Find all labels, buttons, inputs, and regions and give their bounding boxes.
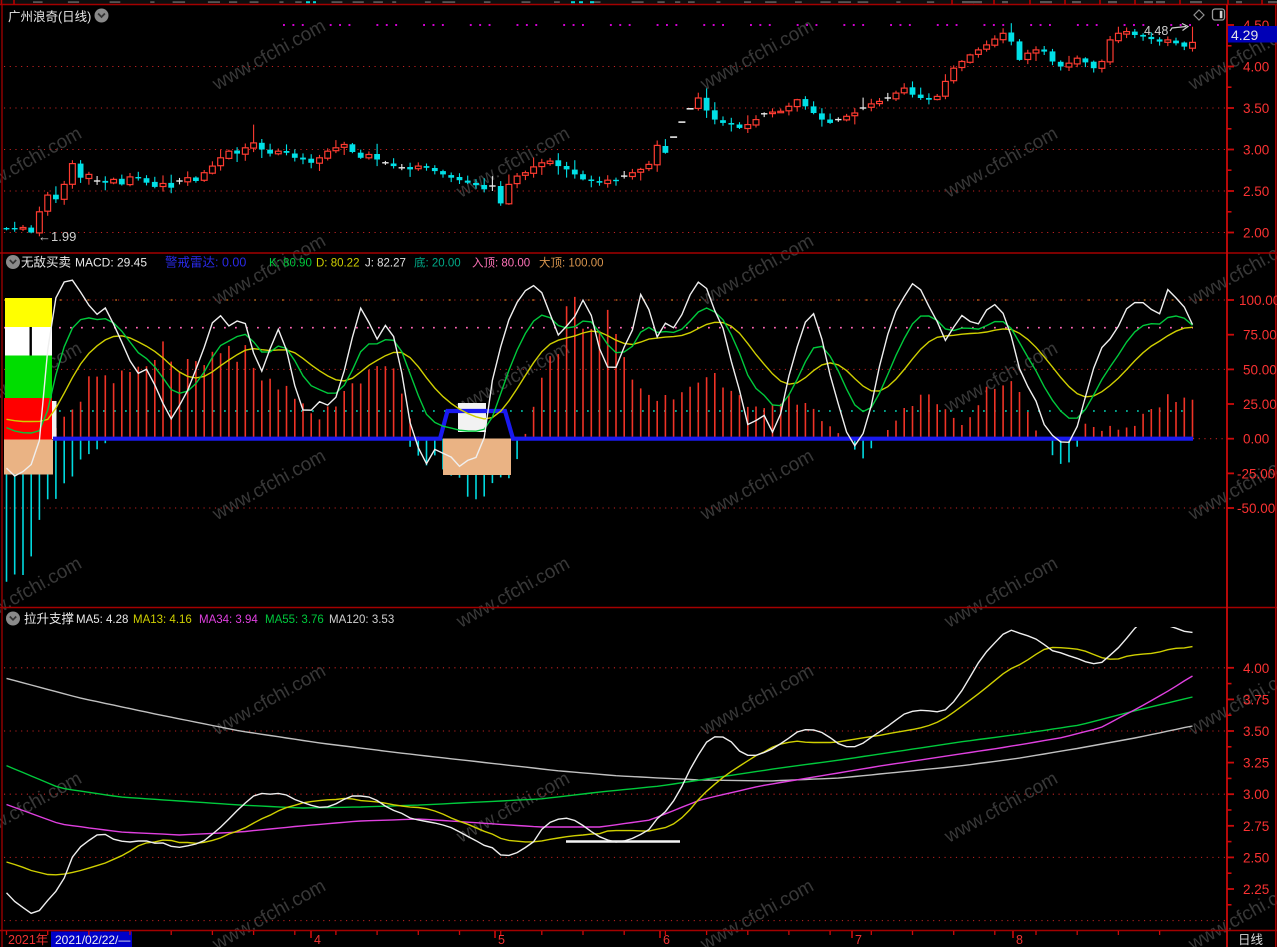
svg-text:底: 20.00: 底: 20.00 xyxy=(414,256,461,270)
svg-text:2.25: 2.25 xyxy=(1243,882,1269,897)
svg-text:2.50: 2.50 xyxy=(1243,850,1269,865)
svg-text:7: 7 xyxy=(855,933,862,947)
svg-text:←1.99: ←1.99 xyxy=(38,229,76,244)
svg-text:4.48: 4.48 xyxy=(1144,24,1168,38)
svg-text:4: 4 xyxy=(314,933,321,947)
svg-text:-25.00: -25.00 xyxy=(1237,466,1275,481)
svg-text:4.00: 4.00 xyxy=(1243,60,1269,75)
svg-text:3.50: 3.50 xyxy=(1243,101,1269,116)
svg-text:2.50: 2.50 xyxy=(1243,184,1269,199)
svg-text:MA5: 4.28: MA5: 4.28 xyxy=(76,614,128,626)
svg-text:3.00: 3.00 xyxy=(1243,143,1269,158)
svg-text:100.00: 100.00 xyxy=(1239,293,1277,308)
svg-text:大顶: 100.00: 大顶: 100.00 xyxy=(539,256,604,270)
svg-text:50.00: 50.00 xyxy=(1243,362,1277,377)
svg-text:8: 8 xyxy=(1016,933,1023,947)
svg-text:MA13: 4.16: MA13: 4.16 xyxy=(133,614,192,626)
svg-text:2021年: 2021年 xyxy=(8,933,48,947)
svg-text:MACD: 29.45: MACD: 29.45 xyxy=(75,256,147,270)
svg-text:3.00: 3.00 xyxy=(1243,787,1269,802)
svg-text:3.25: 3.25 xyxy=(1243,756,1269,771)
svg-text:MA34: 3.94: MA34: 3.94 xyxy=(199,614,258,626)
svg-text:4.00: 4.00 xyxy=(1243,661,1269,676)
svg-text:MA55: 3.76: MA55: 3.76 xyxy=(265,614,324,626)
svg-text:拉升支撑: 拉升支撑 xyxy=(24,611,75,626)
svg-text:J: 82.27: J: 82.27 xyxy=(365,258,406,270)
svg-text:75.00: 75.00 xyxy=(1243,328,1277,343)
svg-text:2.00: 2.00 xyxy=(1243,226,1269,241)
svg-text:3.75: 3.75 xyxy=(1243,692,1269,707)
svg-text:3.50: 3.50 xyxy=(1243,724,1269,739)
svg-text:MA120: 3.53: MA120: 3.53 xyxy=(329,614,394,626)
svg-text:25.00: 25.00 xyxy=(1243,397,1277,412)
svg-text:无敌买卖: 无敌买卖 xyxy=(21,255,71,270)
svg-text:4.29: 4.29 xyxy=(1231,27,1258,43)
svg-text:2.75: 2.75 xyxy=(1243,819,1269,834)
svg-text:D: 80.22: D: 80.22 xyxy=(316,258,359,270)
svg-text:5: 5 xyxy=(498,933,505,947)
svg-text:-50.00: -50.00 xyxy=(1237,501,1275,516)
svg-text:K: 80.90: K: 80.90 xyxy=(269,258,312,270)
svg-text:入顶: 80.00: 入顶: 80.00 xyxy=(472,257,530,270)
svg-text:6: 6 xyxy=(663,933,670,947)
svg-text:0.00: 0.00 xyxy=(1243,432,1269,447)
svg-text:广州浪奇(日线): 广州浪奇(日线) xyxy=(8,9,91,24)
svg-text:2021/02/22/—: 2021/02/22/— xyxy=(55,933,130,947)
svg-text:警戒雷达: 0.00: 警戒雷达: 0.00 xyxy=(165,255,246,270)
svg-text:日线: 日线 xyxy=(1238,933,1264,947)
